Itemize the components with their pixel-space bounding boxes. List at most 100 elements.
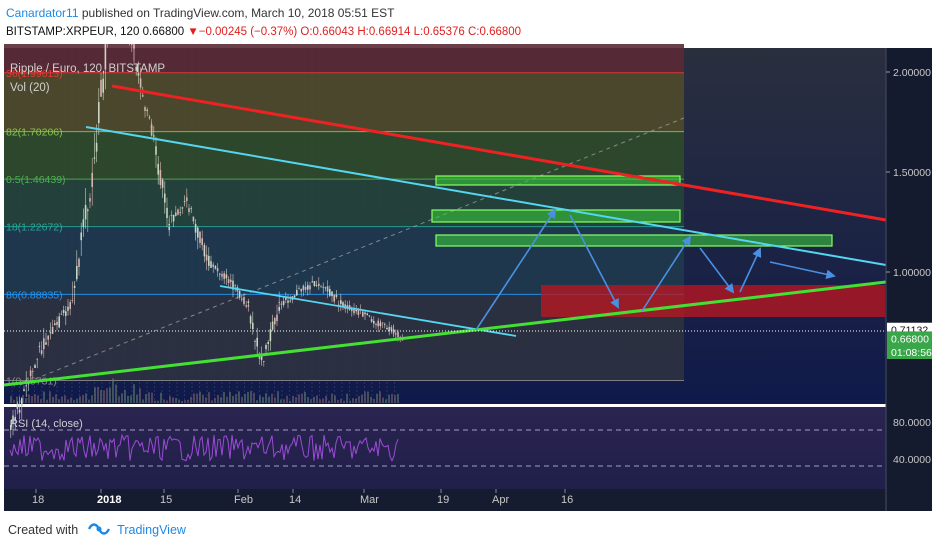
candle-body [315,284,318,286]
volume-bar [19,400,21,403]
volume-bar [151,392,153,403]
candle-body [366,313,368,315]
rsi-pane[interactable] [4,407,886,489]
volume-bar [271,393,273,403]
candle-body [390,327,393,331]
price-chart[interactable]: 0(2.47147)36(1.99613)82(1.70206)0.5(1.46… [0,44,932,514]
candle-body [203,245,206,257]
rsi-tick-label: 80.0000 [893,417,931,429]
volume-bar [205,397,207,403]
author-link[interactable]: Canardator11 [6,6,79,20]
volume-bar [226,396,228,403]
volume-bar [22,395,24,403]
symbol: BITSTAMP:XRPEUR, 120 [6,26,140,38]
volume-bar [262,397,264,403]
candle-body [142,95,144,97]
volume-bar [43,391,45,403]
candle-body [392,329,395,332]
candle-body [87,209,89,212]
fib-level-label: 18(1.22672) [6,222,63,234]
volume-bars [10,378,399,403]
candle-body [62,310,65,313]
volume-bar [397,393,399,403]
candle-body [34,364,36,369]
volume-bar [175,398,177,403]
volume-bar [298,394,300,403]
candle-body [377,320,379,327]
volume-bar [232,396,234,403]
candle-body [69,302,71,309]
time-tick-label: 16 [561,494,573,506]
candle-body [32,371,34,373]
candle-body [395,333,397,335]
candle-body [234,284,236,286]
candle-body [104,44,107,70]
volume-bar [301,393,303,403]
price-axis: 3.000002.500002.000001.500001.000000.711… [885,48,932,511]
volume-bar [133,384,135,403]
candle-body [265,344,267,350]
candle-body [146,109,148,111]
candle-body [335,295,338,297]
volume-bar [373,398,375,403]
candle-body [256,337,258,347]
volume-bar [388,394,390,403]
candle-body [102,78,104,93]
candle-body [249,316,252,324]
volume-bar [94,387,96,403]
volume-bar [343,400,345,403]
volume-bar [187,399,189,403]
candle-body [337,304,340,306]
rsi-line [9,433,399,462]
candle-body [386,327,388,330]
candle-body [364,312,366,315]
volume-bar [289,400,291,403]
volume-bar [334,395,336,403]
candle-body [16,403,19,409]
tradingview-brand[interactable]: TradingView [117,522,186,537]
target-zone-box [435,234,833,247]
fib-level-label: 82(1.70206) [6,127,63,139]
volume-bar [307,397,309,403]
projection-arrow [769,261,836,280]
candle-body [175,212,177,216]
volume-bar [28,394,30,403]
created-with-text: Created with [8,522,79,537]
candle-body [172,214,175,222]
candle-body [247,301,250,303]
candle-body [221,274,223,277]
candle-body [27,383,30,385]
candles [10,44,404,438]
target-zone-box [435,175,681,186]
volume-bar [136,394,138,403]
candle-body [293,295,296,298]
volume-bar [241,396,243,403]
candle-body [131,44,133,45]
volume-bar [214,397,216,403]
volume-bar [100,389,102,403]
candle-body [43,338,45,350]
volume-bar [10,396,12,403]
volume-bar [202,394,204,403]
candle-body [14,417,16,421]
candle-body [65,311,67,316]
fib-zone [4,72,684,132]
candle-body [379,323,382,326]
candle-body [170,215,173,216]
volume-bar [286,395,288,403]
candle-body [93,157,96,159]
volume-bar [130,395,132,403]
volume-bar [217,394,219,403]
candle-body [148,117,151,119]
projection-arrow [569,214,619,309]
volume-bar [331,393,333,403]
volume-bar [250,391,252,403]
volume-bar [160,392,162,403]
time-tick-label: Apr [492,494,509,506]
candle-body [370,319,373,322]
candle-body [307,285,309,290]
candle-body [194,223,197,233]
candle-body [388,327,390,332]
candle-body [353,307,355,314]
candle-body [216,268,219,272]
